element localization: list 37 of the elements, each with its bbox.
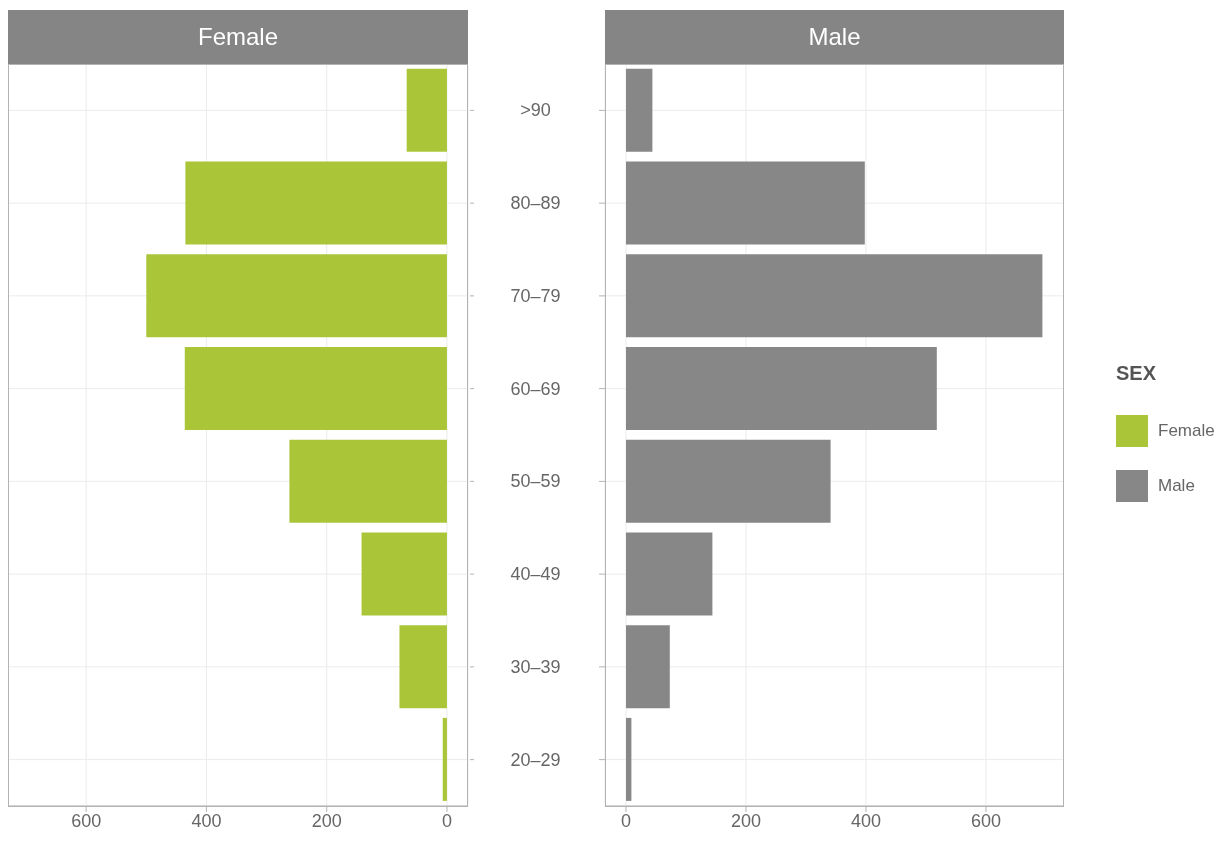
bar <box>399 625 447 709</box>
y-tick-label: 70–79 <box>510 285 561 306</box>
x-tick-label: 600 <box>71 810 102 831</box>
y-tick-label: >90 <box>520 100 551 121</box>
x-tick-label: 200 <box>730 810 762 831</box>
bar <box>626 346 937 430</box>
y-tick-label: 50–59 <box>510 471 561 492</box>
bar <box>626 68 653 152</box>
bar <box>184 346 447 430</box>
y-tick-label: 80–89 <box>510 193 561 214</box>
bar <box>626 161 865 245</box>
x-tick-label: 600 <box>970 810 1002 831</box>
x-tick-label: 0 <box>620 810 632 831</box>
bar <box>406 68 447 152</box>
legend-title: SEX <box>1116 362 1158 385</box>
y-tick-label: 60–69 <box>510 378 561 399</box>
y-tick-label: 40–49 <box>510 564 561 585</box>
x-tick-label: 400 <box>191 810 222 831</box>
bar <box>626 717 632 801</box>
x-tick-label: 0 <box>441 810 452 831</box>
bar <box>626 532 713 616</box>
legend-label: Male <box>1158 475 1195 496</box>
x-tick-label: 200 <box>311 810 342 831</box>
bar <box>185 161 447 245</box>
bar <box>626 254 1043 338</box>
chart-title: Female <box>8 10 468 64</box>
bar <box>361 532 447 616</box>
bar <box>626 625 670 709</box>
legend-label: Female <box>1158 420 1215 441</box>
y-tick-label: 30–39 <box>510 656 561 677</box>
bar <box>626 439 831 523</box>
bar <box>146 254 447 338</box>
bar <box>289 439 447 523</box>
x-tick-label: 400 <box>850 810 882 831</box>
y-tick-label: 20–29 <box>510 749 561 770</box>
chart-title: Male <box>605 10 1064 64</box>
bar <box>442 717 447 801</box>
